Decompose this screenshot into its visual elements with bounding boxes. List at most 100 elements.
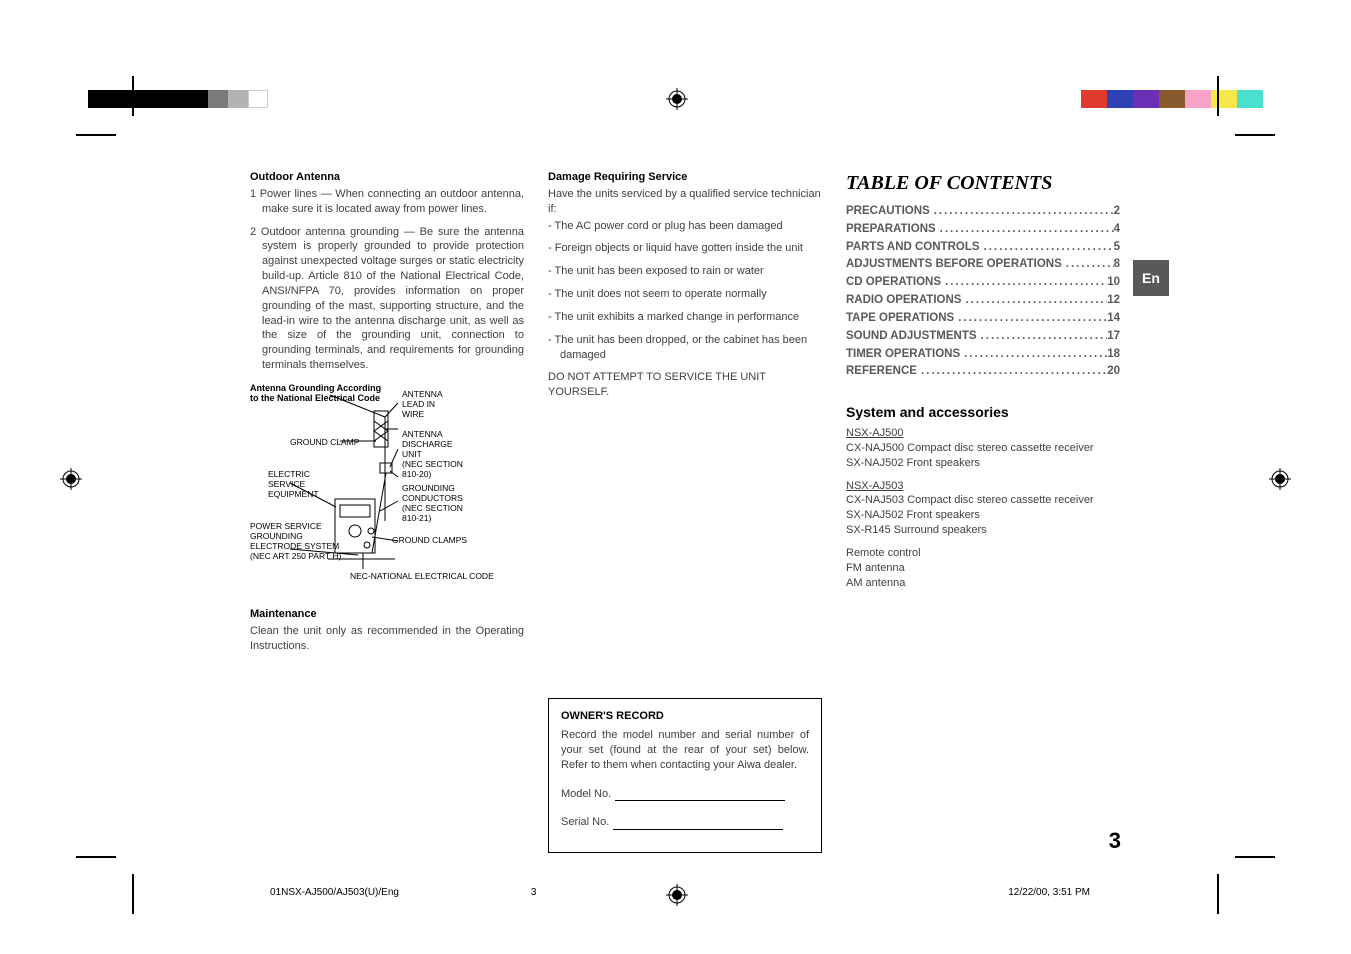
toc-row: SOUND ADJUSTMENTS ......................… [846, 328, 1120, 346]
svg-text:UNIT: UNIT [402, 449, 422, 459]
footer-filename: 01NSX-AJ500/AJ503(U)/Eng [270, 887, 399, 898]
crop-mark [132, 874, 134, 914]
toc-label: RADIO OPERATIONS [846, 292, 961, 310]
toc-row: PREPARATIONS ...........................… [846, 221, 1120, 239]
toc-page: 2 [1114, 203, 1120, 221]
toc-row: REFERENCE ..............................… [846, 363, 1120, 381]
model-no-label: Model No. [561, 788, 611, 800]
toc-label: REFERENCE [846, 363, 917, 381]
footer-timestamp: 12/22/00, 3:51 PM [1008, 887, 1090, 898]
model-desc: SX-NAJ502 Front speakers [846, 508, 1120, 523]
model-desc: SX-NAJ502 Front speakers [846, 456, 1120, 471]
toc-dots: ........................................… [930, 203, 1114, 221]
toc-row: ADJUSTMENTS BEFORE OPERATIONS ..........… [846, 256, 1120, 274]
language-tab: En [1133, 260, 1169, 296]
toc-page: 8 [1114, 256, 1120, 274]
bullet-ac-cord: - The AC power cord or plug has been dam… [548, 219, 822, 234]
para-grounding: 2 Outdoor antenna grounding — Be sure th… [250, 225, 524, 373]
toc-page: 4 [1114, 221, 1120, 239]
model-desc: SX-R145 Surround speakers [846, 523, 1120, 538]
colorbar-right [1081, 90, 1263, 108]
toc-label: SOUND ADJUSTMENTS [846, 328, 977, 346]
svg-text:NEC-NATIONAL ELECTRICAL CODE: NEC-NATIONAL ELECTRICAL CODE [350, 571, 494, 581]
footer-page: 3 [531, 887, 537, 898]
model-name: NSX-AJ500 [846, 426, 1120, 441]
toc-title: TABLE OF CONTENTS [846, 170, 1120, 197]
toc-row: PRECAUTIONS ............................… [846, 203, 1120, 221]
svg-text:SERVICE: SERVICE [268, 479, 305, 489]
toc-dots: ........................................… [941, 274, 1107, 292]
toc-page: 17 [1107, 328, 1120, 346]
svg-text:ANTENNA: ANTENNA [402, 389, 443, 399]
heading-owners-record: OWNER'S RECORD [561, 709, 809, 724]
para-owners-record: Record the model number and serial numbe… [561, 728, 809, 773]
toc-page: 5 [1114, 239, 1120, 257]
toc-page: 14 [1107, 310, 1120, 328]
svg-text:EQUIPMENT: EQUIPMENT [268, 489, 319, 499]
serial-no-label: Serial No. [561, 816, 609, 828]
para-service-intro: Have the units serviced by a qualified s… [548, 187, 822, 217]
model-desc: CX-NAJ503 Compact disc stereo cassette r… [846, 493, 1120, 508]
toc-label: PARTS AND CONTROLS [846, 239, 980, 257]
toc-row: TIMER OPERATIONS .......................… [846, 346, 1120, 364]
toc-dots: ........................................… [954, 310, 1107, 328]
svg-text:LEAD IN: LEAD IN [402, 399, 435, 409]
svg-text:WIRE: WIRE [402, 409, 425, 419]
svg-text:DISCHARGE: DISCHARGE [402, 439, 453, 449]
svg-text:(NEC SECTION: (NEC SECTION [402, 503, 463, 513]
bullet-foreign: - Foreign objects or liquid have gotten … [548, 241, 822, 256]
para-power-lines: 1 Power lines — When connecting an outdo… [250, 187, 524, 217]
owners-record-box: OWNER'S RECORD Record the model number a… [548, 699, 822, 853]
toc-row: PARTS AND CONTROLS .....................… [846, 239, 1120, 257]
bullet-performance: - The unit exhibits a marked change in p… [548, 310, 822, 325]
svg-text:810-20): 810-20) [402, 469, 431, 479]
antenna-grounding-diagram: Antenna Grounding According to the Natio… [250, 381, 500, 591]
model-nsx-aj500: NSX-AJ500 CX-NAJ500 Compact disc stereo … [846, 426, 1120, 471]
toc-dots: ........................................… [917, 363, 1107, 381]
accessory-remote: Remote control [846, 546, 1120, 561]
toc-dots: ........................................… [980, 239, 1114, 257]
crop-mark [1235, 134, 1275, 136]
accessory-fm: FM antenna [846, 561, 1120, 576]
heading-maintenance: Maintenance [250, 607, 524, 622]
page-content: Outdoor Antenna 1 Power lines — When con… [250, 170, 1120, 853]
toc-label: TAPE OPERATIONS [846, 310, 954, 328]
toc-row: CD OPERATIONS ..........................… [846, 274, 1120, 292]
model-no-field: Model No. [561, 787, 809, 802]
toc-label: CD OPERATIONS [846, 274, 941, 292]
footer: 01NSX-AJ500/AJ503(U)/Eng 3 12/22/00, 3:5… [270, 887, 1090, 898]
bullet-operate: - The unit does not seem to operate norm… [548, 287, 822, 302]
bullet-dropped: - The unit has been dropped, or the cabi… [548, 333, 822, 363]
toc-page: 18 [1107, 346, 1120, 364]
heading-damage-service: Damage Requiring Service [548, 170, 822, 185]
toc-label: PREPARATIONS [846, 221, 936, 239]
svg-text:(NEC ART 250 PART H): (NEC ART 250 PART H) [250, 551, 341, 561]
diagram-title-1: Antenna Grounding According [250, 383, 381, 393]
crop-mark [1217, 874, 1219, 914]
column-1: Outdoor Antenna 1 Power lines — When con… [250, 170, 524, 853]
model-name: NSX-AJ503 [846, 479, 1120, 494]
toc-page: 20 [1107, 363, 1120, 381]
toc-dots: ........................................… [1062, 256, 1114, 274]
crop-mark [132, 76, 134, 116]
toc-row: RADIO OPERATIONS .......................… [846, 292, 1120, 310]
crop-mark [76, 134, 116, 136]
crop-mark [1235, 856, 1275, 858]
registration-mark-icon [60, 468, 82, 490]
column-3: TABLE OF CONTENTS PRECAUTIONS ..........… [846, 170, 1120, 853]
svg-text:ELECTRODE SYSTEM: ELECTRODE SYSTEM [250, 541, 339, 551]
model-nsx-aj503: NSX-AJ503 CX-NAJ503 Compact disc stereo … [846, 479, 1120, 538]
serial-no-field: Serial No. [561, 815, 809, 830]
toc-dots: ........................................… [961, 292, 1107, 310]
svg-text:GROUND CLAMP: GROUND CLAMP [290, 437, 360, 447]
registration-mark-icon [666, 88, 688, 110]
table-of-contents: PRECAUTIONS ............................… [846, 203, 1120, 381]
toc-dots: ........................................… [936, 221, 1114, 239]
accessory-am: AM antenna [846, 576, 1120, 591]
toc-label: PRECAUTIONS [846, 203, 930, 221]
crop-mark [1217, 76, 1219, 116]
svg-text:GROUNDING: GROUNDING [402, 483, 455, 493]
crop-mark [76, 856, 116, 858]
registration-mark-icon [1269, 468, 1291, 490]
svg-text:POWER SERVICE: POWER SERVICE [250, 521, 322, 531]
